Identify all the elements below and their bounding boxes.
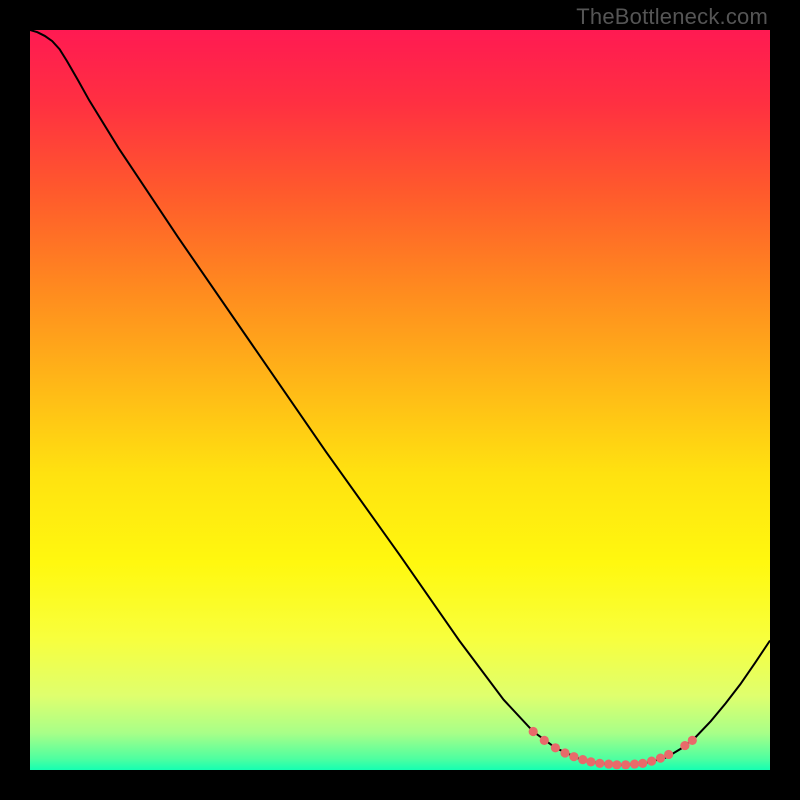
marker-point	[569, 752, 578, 761]
marker-point	[529, 727, 538, 736]
bottleneck-chart	[0, 0, 800, 800]
marker-point	[621, 760, 630, 769]
marker-point	[638, 759, 647, 768]
marker-point	[551, 743, 560, 752]
marker-point	[540, 736, 549, 745]
marker-point	[647, 757, 656, 766]
marker-point	[656, 754, 665, 763]
marker-point	[604, 759, 613, 768]
watermark-text: TheBottleneck.com	[576, 4, 768, 30]
gradient-background	[30, 30, 770, 770]
marker-point	[630, 759, 639, 768]
marker-point	[680, 741, 689, 750]
marker-point	[664, 750, 673, 759]
chart-frame: TheBottleneck.com	[0, 0, 800, 800]
marker-point	[578, 755, 587, 764]
marker-point	[688, 736, 697, 745]
marker-point	[560, 748, 569, 757]
marker-point	[612, 760, 621, 769]
marker-point	[586, 757, 595, 766]
marker-point	[595, 759, 604, 768]
